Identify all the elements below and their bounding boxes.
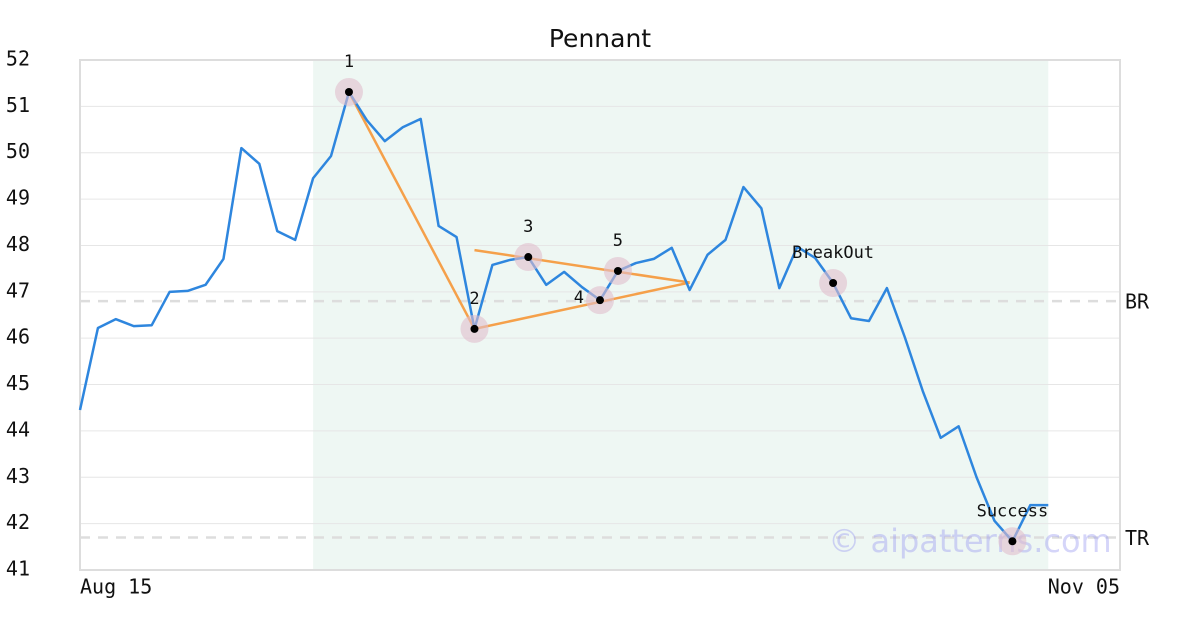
annotation-label: 4 xyxy=(574,288,584,308)
x-tick-label: Nov 05 xyxy=(1048,575,1120,599)
y-tick-label: 43 xyxy=(6,464,30,488)
y-tick-label: 51 xyxy=(6,93,30,117)
annotation-label: 5 xyxy=(613,231,623,251)
x-tick-label: Aug 15 xyxy=(80,575,152,599)
trend-line xyxy=(347,91,476,330)
plot-frame xyxy=(79,59,1121,571)
trend-line xyxy=(474,248,690,284)
y-tick-label: 50 xyxy=(6,139,30,163)
annotation-label: 3 xyxy=(523,217,533,237)
y-tick-label: 48 xyxy=(6,232,30,256)
series-line xyxy=(78,90,1049,543)
annotation-dot xyxy=(829,279,838,288)
y-tick-label: 42 xyxy=(6,510,30,534)
reference-label: BR xyxy=(1125,290,1150,314)
annotation-dot xyxy=(344,87,353,96)
reference-label: TR xyxy=(1125,526,1150,550)
annotation-dot xyxy=(596,296,604,305)
y-tick-label: 46 xyxy=(6,325,30,349)
highlight-region xyxy=(313,60,1049,570)
annotation-dot xyxy=(613,266,622,275)
annotation-label: 1 xyxy=(344,52,354,72)
y-tick-label: 41 xyxy=(6,557,30,581)
y-tick-label: 44 xyxy=(6,417,30,441)
chart-title: Pennant xyxy=(549,24,651,53)
trend-line xyxy=(474,281,690,331)
y-tick-label: 52 xyxy=(6,47,30,71)
watermark: © aipatterns.com xyxy=(828,522,1111,560)
annotation-label: Success xyxy=(977,501,1049,521)
annotation-dot xyxy=(470,324,479,333)
y-tick-label: 49 xyxy=(6,186,30,210)
annotation-label: BreakOut xyxy=(792,243,874,263)
y-tick-label: 45 xyxy=(6,371,30,395)
y-tick-label: 47 xyxy=(6,278,30,302)
annotation-label: 2 xyxy=(469,289,479,309)
annotation-dot xyxy=(1008,537,1017,546)
annotation-dot xyxy=(524,253,533,262)
